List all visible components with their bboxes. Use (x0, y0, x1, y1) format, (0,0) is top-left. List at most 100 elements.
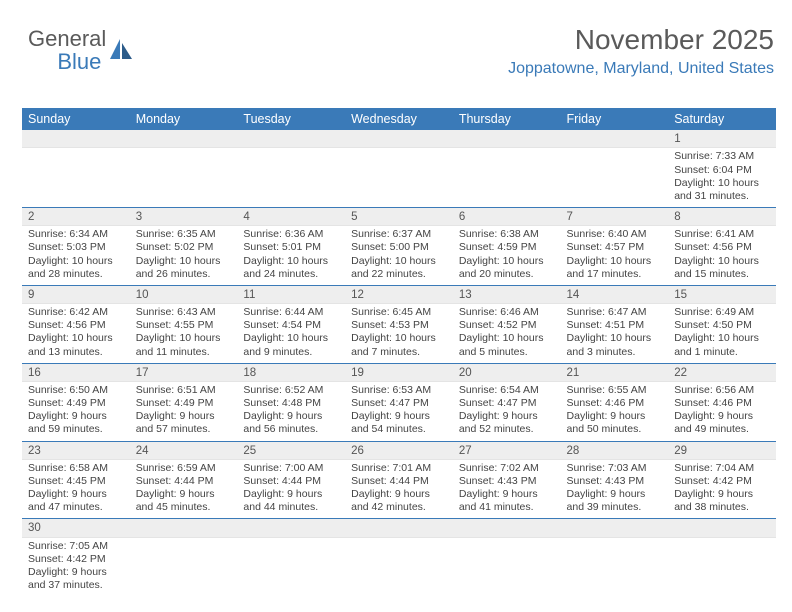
calendar-cell: 13Sunrise: 6:46 AM Sunset: 4:52 PM Dayli… (453, 285, 561, 363)
calendar-cell: 12Sunrise: 6:45 AM Sunset: 4:53 PM Dayli… (345, 285, 453, 363)
day-body: Sunrise: 6:50 AM Sunset: 4:49 PM Dayligh… (22, 382, 130, 441)
calendar-cell: 11Sunrise: 6:44 AM Sunset: 4:54 PM Dayli… (237, 285, 345, 363)
day-number: 11 (237, 286, 345, 304)
day-body: Sunrise: 6:42 AM Sunset: 4:56 PM Dayligh… (22, 304, 130, 363)
day-number-empty (345, 519, 453, 537)
day-body-empty (561, 538, 669, 588)
day-body: Sunrise: 6:51 AM Sunset: 4:49 PM Dayligh… (130, 382, 238, 441)
day-body: Sunrise: 6:44 AM Sunset: 4:54 PM Dayligh… (237, 304, 345, 363)
day-body-empty (130, 538, 238, 588)
day-body-empty (345, 538, 453, 588)
day-number: 2 (22, 208, 130, 226)
day-body: Sunrise: 7:03 AM Sunset: 4:43 PM Dayligh… (561, 460, 669, 519)
calendar-cell: 6Sunrise: 6:38 AM Sunset: 4:59 PM Daylig… (453, 207, 561, 285)
day-number: 20 (453, 364, 561, 382)
day-body: Sunrise: 6:58 AM Sunset: 4:45 PM Dayligh… (22, 460, 130, 519)
day-number: 12 (345, 286, 453, 304)
day-number: 21 (561, 364, 669, 382)
day-number-empty (345, 130, 453, 148)
calendar-cell: 26Sunrise: 7:01 AM Sunset: 4:44 PM Dayli… (345, 441, 453, 519)
calendar-cell (22, 130, 130, 207)
day-body: Sunrise: 6:45 AM Sunset: 4:53 PM Dayligh… (345, 304, 453, 363)
calendar-cell: 27Sunrise: 7:02 AM Sunset: 4:43 PM Dayli… (453, 441, 561, 519)
day-number: 26 (345, 442, 453, 460)
calendar-cell (237, 130, 345, 207)
calendar-week-row: 1Sunrise: 7:33 AM Sunset: 6:04 PM Daylig… (22, 130, 776, 207)
calendar-cell (453, 130, 561, 207)
day-number: 15 (668, 286, 776, 304)
day-body-empty (668, 538, 776, 588)
day-number: 25 (237, 442, 345, 460)
calendar-cell: 29Sunrise: 7:04 AM Sunset: 4:42 PM Dayli… (668, 441, 776, 519)
day-number: 23 (22, 442, 130, 460)
calendar-cell: 23Sunrise: 6:58 AM Sunset: 4:45 PM Dayli… (22, 441, 130, 519)
day-number: 29 (668, 442, 776, 460)
calendar-cell: 8Sunrise: 6:41 AM Sunset: 4:56 PM Daylig… (668, 207, 776, 285)
day-body: Sunrise: 7:33 AM Sunset: 6:04 PM Dayligh… (668, 148, 776, 207)
calendar-cell (453, 519, 561, 596)
day-body-empty (453, 148, 561, 198)
day-body: Sunrise: 6:34 AM Sunset: 5:03 PM Dayligh… (22, 226, 130, 285)
calendar-cell: 1Sunrise: 7:33 AM Sunset: 6:04 PM Daylig… (668, 130, 776, 207)
calendar-week-row: 9Sunrise: 6:42 AM Sunset: 4:56 PM Daylig… (22, 285, 776, 363)
day-number-empty (453, 519, 561, 537)
day-number: 9 (22, 286, 130, 304)
day-number: 4 (237, 208, 345, 226)
day-number: 14 (561, 286, 669, 304)
day-number: 1 (668, 130, 776, 148)
day-body: Sunrise: 6:40 AM Sunset: 4:57 PM Dayligh… (561, 226, 669, 285)
calendar-cell: 30Sunrise: 7:05 AM Sunset: 4:42 PM Dayli… (22, 519, 130, 596)
day-number: 6 (453, 208, 561, 226)
day-body: Sunrise: 6:53 AM Sunset: 4:47 PM Dayligh… (345, 382, 453, 441)
calendar-cell: 5Sunrise: 6:37 AM Sunset: 5:00 PM Daylig… (345, 207, 453, 285)
day-header-row: Sunday Monday Tuesday Wednesday Thursday… (22, 108, 776, 130)
day-number: 3 (130, 208, 238, 226)
calendar-cell: 7Sunrise: 6:40 AM Sunset: 4:57 PM Daylig… (561, 207, 669, 285)
day-body: Sunrise: 6:47 AM Sunset: 4:51 PM Dayligh… (561, 304, 669, 363)
day-number: 19 (345, 364, 453, 382)
day-number: 7 (561, 208, 669, 226)
day-body: Sunrise: 6:59 AM Sunset: 4:44 PM Dayligh… (130, 460, 238, 519)
day-number-empty (561, 130, 669, 148)
calendar-cell: 21Sunrise: 6:55 AM Sunset: 4:46 PM Dayli… (561, 363, 669, 441)
day-body: Sunrise: 7:01 AM Sunset: 4:44 PM Dayligh… (345, 460, 453, 519)
day-number: 30 (22, 519, 130, 537)
day-number: 24 (130, 442, 238, 460)
day-number-empty (237, 519, 345, 537)
calendar-week-row: 23Sunrise: 6:58 AM Sunset: 4:45 PM Dayli… (22, 441, 776, 519)
calendar-cell: 25Sunrise: 7:00 AM Sunset: 4:44 PM Dayli… (237, 441, 345, 519)
day-number-empty (237, 130, 345, 148)
day-number: 28 (561, 442, 669, 460)
day-body-empty (345, 148, 453, 198)
calendar-cell: 16Sunrise: 6:50 AM Sunset: 4:49 PM Dayli… (22, 363, 130, 441)
calendar-cell: 22Sunrise: 6:56 AM Sunset: 4:46 PM Dayli… (668, 363, 776, 441)
calendar-cell: 4Sunrise: 6:36 AM Sunset: 5:01 PM Daylig… (237, 207, 345, 285)
day-body: Sunrise: 6:36 AM Sunset: 5:01 PM Dayligh… (237, 226, 345, 285)
day-number: 5 (345, 208, 453, 226)
day-body: Sunrise: 6:43 AM Sunset: 4:55 PM Dayligh… (130, 304, 238, 363)
day-body: Sunrise: 6:56 AM Sunset: 4:46 PM Dayligh… (668, 382, 776, 441)
calendar-cell: 15Sunrise: 6:49 AM Sunset: 4:50 PM Dayli… (668, 285, 776, 363)
calendar-table: Sunday Monday Tuesday Wednesday Thursday… (22, 108, 776, 596)
day-number: 17 (130, 364, 238, 382)
calendar-cell (130, 519, 238, 596)
day-body-empty (561, 148, 669, 198)
calendar-cell: 20Sunrise: 6:54 AM Sunset: 4:47 PM Dayli… (453, 363, 561, 441)
day-body: Sunrise: 6:37 AM Sunset: 5:00 PM Dayligh… (345, 226, 453, 285)
calendar-cell (237, 519, 345, 596)
day-body: Sunrise: 7:04 AM Sunset: 4:42 PM Dayligh… (668, 460, 776, 519)
day-number-empty (22, 130, 130, 148)
day-body-empty (237, 148, 345, 198)
day-body: Sunrise: 6:46 AM Sunset: 4:52 PM Dayligh… (453, 304, 561, 363)
day-number: 16 (22, 364, 130, 382)
day-number: 22 (668, 364, 776, 382)
day-header: Monday (130, 108, 238, 130)
calendar-cell: 28Sunrise: 7:03 AM Sunset: 4:43 PM Dayli… (561, 441, 669, 519)
day-number: 8 (668, 208, 776, 226)
calendar-cell: 3Sunrise: 6:35 AM Sunset: 5:02 PM Daylig… (130, 207, 238, 285)
calendar-cell (130, 130, 238, 207)
calendar-cell: 17Sunrise: 6:51 AM Sunset: 4:49 PM Dayli… (130, 363, 238, 441)
day-body: Sunrise: 7:00 AM Sunset: 4:44 PM Dayligh… (237, 460, 345, 519)
month-title: November 2025 (508, 24, 774, 56)
day-body-empty (22, 148, 130, 198)
